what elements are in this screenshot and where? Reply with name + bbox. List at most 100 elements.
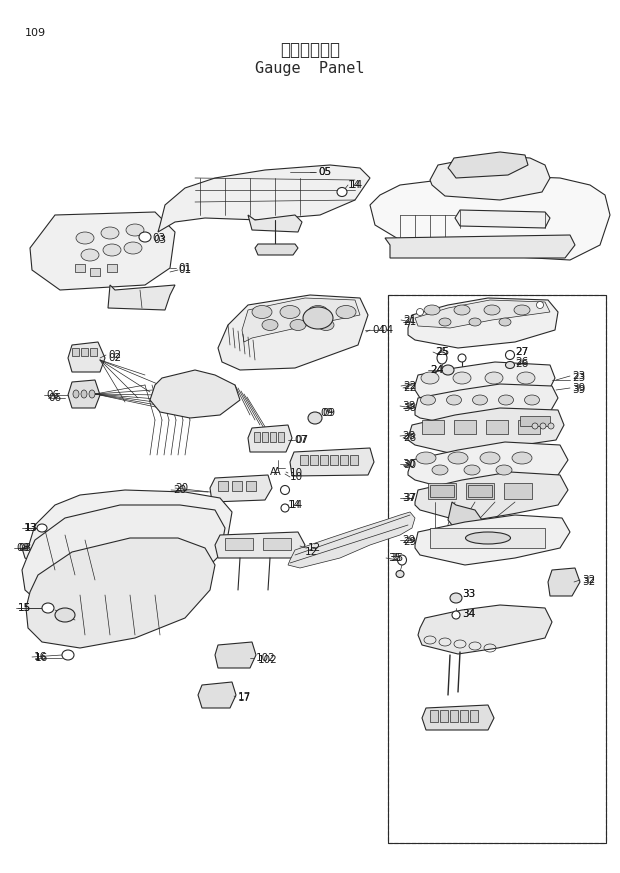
Polygon shape — [415, 300, 550, 328]
Bar — [440, 710, 448, 722]
Ellipse shape — [448, 452, 468, 464]
Ellipse shape — [469, 318, 481, 326]
Bar — [350, 455, 358, 465]
Text: 15: 15 — [18, 603, 31, 613]
Bar — [75, 264, 85, 272]
Text: 04: 04 — [372, 325, 385, 335]
Ellipse shape — [450, 593, 462, 603]
Ellipse shape — [548, 423, 554, 429]
Bar — [270, 432, 276, 442]
Polygon shape — [68, 380, 100, 408]
Polygon shape — [158, 165, 370, 232]
Polygon shape — [408, 408, 564, 455]
Bar — [430, 485, 454, 497]
Text: 05: 05 — [318, 167, 331, 177]
Text: 34: 34 — [462, 609, 476, 619]
Polygon shape — [415, 384, 558, 426]
Text: A: A — [274, 467, 281, 477]
Ellipse shape — [73, 390, 79, 398]
Text: 29: 29 — [403, 537, 416, 547]
Polygon shape — [198, 682, 236, 708]
Text: 109: 109 — [25, 28, 46, 38]
Text: ゲージパネル: ゲージパネル — [280, 41, 340, 59]
Polygon shape — [415, 362, 555, 406]
Ellipse shape — [505, 361, 515, 368]
Bar — [232, 481, 242, 491]
Text: 25: 25 — [436, 347, 449, 357]
Text: 30: 30 — [403, 460, 416, 470]
Text: 02: 02 — [108, 350, 121, 360]
Bar — [422, 420, 444, 434]
Text: 35: 35 — [388, 553, 401, 563]
Bar — [388, 295, 606, 843]
Bar — [428, 483, 456, 499]
Text: 32: 32 — [582, 575, 595, 585]
Text: Gauge  Panel: Gauge Panel — [255, 60, 365, 75]
Bar — [72, 348, 79, 356]
Polygon shape — [248, 215, 302, 232]
Text: 14: 14 — [290, 500, 303, 510]
Text: 01: 01 — [178, 265, 191, 275]
Text: 38: 38 — [402, 401, 415, 411]
Text: 02: 02 — [108, 353, 121, 363]
Text: 102: 102 — [256, 653, 276, 663]
Polygon shape — [415, 472, 568, 522]
Ellipse shape — [416, 452, 436, 464]
Polygon shape — [255, 244, 298, 255]
Polygon shape — [422, 705, 494, 730]
Ellipse shape — [466, 532, 510, 544]
Text: 27: 27 — [515, 347, 528, 357]
Text: 07: 07 — [294, 435, 307, 445]
Bar — [90, 268, 100, 276]
Text: 10: 10 — [290, 468, 303, 478]
Bar — [225, 538, 253, 550]
Polygon shape — [430, 155, 550, 200]
Ellipse shape — [496, 465, 512, 475]
Ellipse shape — [303, 307, 333, 329]
Ellipse shape — [124, 242, 142, 254]
Text: 14: 14 — [350, 180, 363, 190]
Bar — [218, 481, 228, 491]
Bar — [340, 455, 348, 465]
Text: 24: 24 — [430, 365, 443, 375]
Ellipse shape — [420, 395, 435, 405]
Text: 20: 20 — [175, 483, 188, 493]
Text: A: A — [270, 467, 277, 477]
Text: 37: 37 — [403, 493, 416, 503]
Text: 01: 01 — [178, 263, 191, 273]
Ellipse shape — [126, 224, 144, 236]
Polygon shape — [408, 298, 558, 348]
Ellipse shape — [437, 352, 447, 364]
Ellipse shape — [42, 603, 54, 613]
Polygon shape — [408, 442, 568, 492]
Bar — [320, 455, 328, 465]
Text: 17: 17 — [238, 693, 251, 703]
Text: 39: 39 — [572, 385, 585, 395]
Text: 14: 14 — [288, 500, 301, 510]
Ellipse shape — [280, 306, 300, 319]
Bar — [450, 710, 458, 722]
Polygon shape — [370, 175, 610, 260]
Ellipse shape — [532, 423, 538, 429]
Ellipse shape — [452, 611, 460, 619]
Bar — [300, 455, 308, 465]
Ellipse shape — [484, 305, 500, 315]
Ellipse shape — [525, 395, 539, 405]
Polygon shape — [215, 532, 305, 558]
Ellipse shape — [480, 452, 500, 464]
Text: 16: 16 — [35, 653, 48, 663]
Polygon shape — [418, 605, 552, 654]
Ellipse shape — [472, 395, 487, 405]
Polygon shape — [415, 515, 570, 565]
Text: 09: 09 — [322, 408, 335, 418]
Text: 12: 12 — [305, 547, 318, 557]
Polygon shape — [22, 505, 225, 610]
Polygon shape — [288, 512, 415, 568]
Bar — [278, 432, 284, 442]
Ellipse shape — [139, 232, 151, 242]
Text: 33: 33 — [462, 589, 476, 599]
Ellipse shape — [434, 533, 446, 543]
Bar — [90, 348, 97, 356]
Ellipse shape — [337, 188, 347, 196]
Text: 08: 08 — [16, 543, 29, 553]
